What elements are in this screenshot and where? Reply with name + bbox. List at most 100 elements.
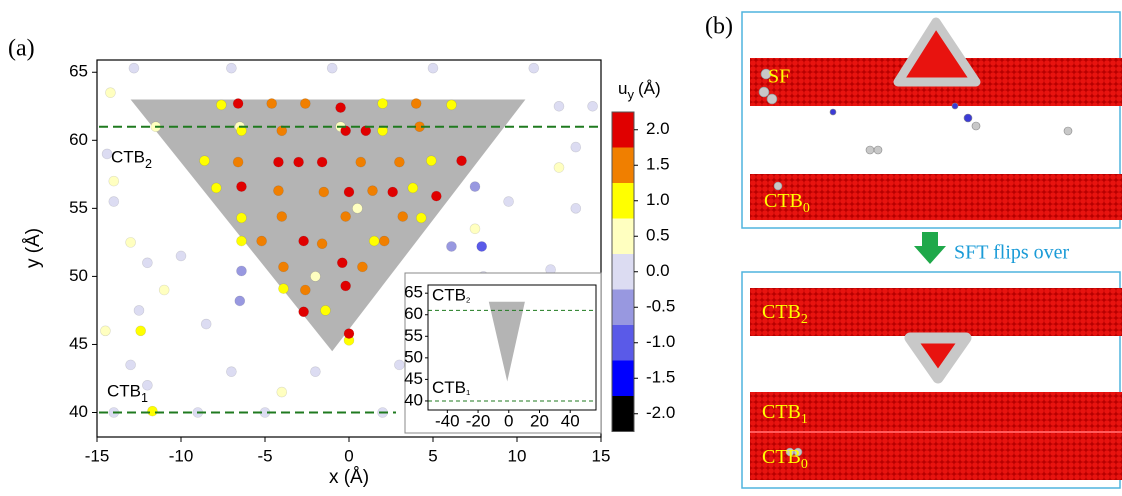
inset-frame <box>427 284 597 411</box>
atom <box>387 186 398 198</box>
colorbar-tick-label: 1.0 <box>646 190 670 209</box>
caption: SFT flips over <box>954 242 1070 264</box>
atom <box>236 265 247 277</box>
atom <box>266 98 278 109</box>
atom <box>316 238 328 250</box>
sft-atoms <box>904 332 972 384</box>
atom <box>316 156 328 168</box>
x-tick-label: 5 <box>428 446 437 465</box>
colorbar-title: uy (Å) <box>618 79 661 102</box>
atom <box>310 271 321 282</box>
label-subscript: 2 <box>466 295 470 304</box>
y-tick-label: 50 <box>69 266 88 285</box>
atom <box>226 366 237 377</box>
label-subscript: 1 <box>466 388 470 397</box>
inset-y-tick-label: 55 <box>404 326 423 345</box>
atom <box>310 366 321 377</box>
annotation: CTB2 <box>762 301 808 328</box>
atom <box>276 386 288 398</box>
annotation: CTB2 <box>432 286 470 305</box>
atom <box>276 211 288 222</box>
atom <box>570 203 582 214</box>
inset-x-tick-label: -40 <box>435 411 460 430</box>
label-subscript: 0 <box>803 201 810 216</box>
colorbar-tick-label: -1.0 <box>646 332 675 351</box>
atom <box>587 100 598 112</box>
atom <box>336 257 348 269</box>
atom <box>300 98 311 109</box>
atom <box>199 155 210 167</box>
label-subscript: 2 <box>145 157 152 171</box>
atom <box>108 175 120 187</box>
atom <box>469 223 481 235</box>
x-tick-label: 10 <box>508 446 527 465</box>
label-text: CTB <box>432 378 466 397</box>
atom <box>128 62 140 74</box>
title-symbol: u <box>618 79 627 98</box>
label-text: CTB <box>764 190 803 212</box>
colorbar-tick-label: 0.0 <box>646 261 670 280</box>
x-tick-label: -5 <box>257 446 272 465</box>
atom <box>108 196 120 207</box>
x-axis-label: x (Å) <box>329 467 369 488</box>
arrow <box>914 232 946 264</box>
atom <box>456 155 467 167</box>
inset-sft-region <box>488 301 525 382</box>
atom <box>226 62 237 74</box>
atom <box>234 295 246 307</box>
annotation: CTB1 <box>432 378 470 397</box>
atom <box>553 162 565 173</box>
label-subscript: 1 <box>801 412 808 427</box>
atom <box>318 186 330 198</box>
atom <box>158 284 170 296</box>
panel-label: (b) <box>705 14 733 40</box>
y-tick-label: 40 <box>69 402 88 421</box>
inset-y-tick-label: 40 <box>404 390 423 409</box>
atom <box>367 185 378 196</box>
colorbar-segment <box>612 289 634 325</box>
inset-x-tick-label: 40 <box>561 411 580 430</box>
atom <box>570 141 582 153</box>
atom <box>100 325 111 337</box>
atom <box>476 241 488 252</box>
atom <box>273 156 284 168</box>
atom <box>469 181 481 192</box>
atom <box>105 87 116 98</box>
atom <box>298 306 309 318</box>
atom <box>340 280 351 292</box>
atom <box>200 318 212 330</box>
atom <box>210 182 222 194</box>
atom <box>397 211 409 222</box>
annotation: CTB0 <box>764 190 810 217</box>
annotation: CTB1 <box>107 382 148 405</box>
atom <box>216 99 227 111</box>
atom <box>343 186 355 198</box>
inset-x-tick-label: -20 <box>466 411 491 430</box>
colorbar-segment <box>612 147 634 183</box>
annotation: CTB2 <box>111 148 152 171</box>
twin-slab <box>750 288 1122 336</box>
atom <box>278 283 289 294</box>
twin-slab <box>750 392 1122 480</box>
atom <box>125 359 136 371</box>
atom <box>232 98 244 109</box>
atom <box>133 305 145 316</box>
colorbar-tick-label: -1.5 <box>646 368 675 387</box>
x-tick-label: 0 <box>344 446 353 465</box>
atom <box>298 235 309 247</box>
colorbar-segment <box>612 325 634 361</box>
atom <box>256 235 267 247</box>
colorbar-segment <box>612 112 634 148</box>
atom <box>320 305 331 316</box>
atom <box>427 62 439 74</box>
title-unit: (Å) <box>638 79 661 98</box>
atom <box>326 62 338 74</box>
atom <box>273 185 284 196</box>
label-text: CTB <box>762 401 801 423</box>
label-subscript: 1 <box>141 391 148 405</box>
atom <box>377 98 388 109</box>
x-tick-label: -15 <box>85 446 110 465</box>
atom <box>343 328 355 339</box>
colorbar-segment <box>612 396 634 432</box>
atom <box>355 156 367 168</box>
